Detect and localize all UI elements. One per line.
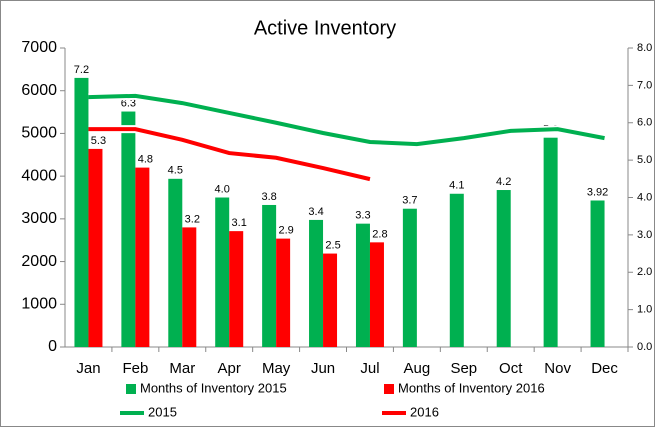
- bar: [135, 167, 150, 347]
- x-tick-label: Oct: [499, 360, 523, 377]
- y2-tick-label: 6.0: [637, 117, 652, 129]
- bar: [323, 253, 338, 347]
- legend-label: 2016: [410, 404, 439, 419]
- data-label: 3.2: [185, 213, 200, 225]
- bar: [590, 200, 605, 347]
- bar: [121, 111, 136, 347]
- y2-tick-label: 3.0: [637, 229, 652, 241]
- y2-tick-label: 8.0: [637, 42, 652, 54]
- data-label: 7.2: [74, 64, 89, 76]
- y-tick-label: 7000: [21, 39, 57, 56]
- bar: [309, 219, 324, 347]
- x-tick-label: Sep: [450, 360, 477, 377]
- legend-swatch: [384, 384, 394, 394]
- y2-tick-label: 1.0: [637, 304, 652, 316]
- x-tick-label: Dec: [591, 360, 618, 377]
- line: [88, 93, 605, 147]
- y-tick-label: 0: [48, 338, 57, 355]
- y2-tick-label: 7.0: [637, 79, 652, 91]
- y2-tick-label: 5.0: [637, 154, 652, 166]
- legend-label: Months of Inventory 2015: [140, 380, 287, 395]
- data-label: 3.7: [402, 195, 417, 207]
- legend-label: 2015: [148, 404, 177, 419]
- bar: [262, 204, 277, 347]
- bar: [369, 242, 384, 347]
- legend-label: Months of Inventory 2016: [398, 380, 545, 395]
- y-tick-label: 4000: [21, 167, 57, 184]
- bar: [74, 77, 89, 348]
- bar: [229, 231, 244, 347]
- data-label: 2.9: [278, 225, 293, 237]
- data-label: 2.8: [372, 228, 387, 240]
- data-label: 3.1: [232, 217, 247, 229]
- y-tick-label: 6000: [21, 82, 57, 99]
- x-tick-label: Aug: [404, 360, 431, 377]
- x-tick-label: Jan: [76, 360, 100, 377]
- x-tick-label: Apr: [218, 360, 241, 377]
- data-label: 4.2: [496, 176, 511, 188]
- data-label: 6.3: [121, 97, 136, 109]
- x-tick-label: Jul: [360, 360, 379, 377]
- chart-title: Active Inventory: [254, 17, 396, 39]
- data-label: 5.3: [91, 135, 106, 147]
- data-label: 4.8: [138, 154, 153, 166]
- x-tick-label: Jun: [311, 360, 335, 377]
- data-label: 4.0: [215, 183, 230, 195]
- bar: [449, 193, 464, 347]
- x-tick-label: Feb: [122, 360, 148, 377]
- data-label: 4.1: [449, 180, 464, 192]
- data-label: 3.92: [587, 186, 608, 198]
- data-label: 3.4: [308, 206, 323, 218]
- legend-swatch: [126, 384, 136, 394]
- bar: [88, 148, 103, 347]
- data-label: 2.5: [325, 239, 340, 251]
- bar: [355, 223, 370, 347]
- y-tick-label: 5000: [21, 125, 57, 142]
- y-tick-label: 3000: [21, 210, 57, 227]
- bar: [276, 238, 291, 347]
- data-label: 4.5: [168, 165, 183, 177]
- y-tick-label: 2000: [21, 253, 57, 270]
- y-tick-label: 1000: [21, 296, 57, 313]
- x-tick-label: May: [262, 360, 291, 377]
- x-tick-label: Nov: [544, 360, 571, 377]
- bar: [168, 178, 183, 347]
- y2-tick-label: 0.0: [637, 341, 652, 353]
- bar: [215, 197, 230, 347]
- data-label: 3.3: [355, 210, 370, 222]
- bar: [402, 208, 417, 347]
- bar: [496, 190, 511, 347]
- bar: [543, 137, 558, 347]
- bar: [182, 227, 197, 347]
- x-tick-label: Mar: [169, 360, 195, 377]
- y2-tick-label: 4.0: [637, 191, 652, 203]
- data-label: 3.8: [261, 191, 276, 203]
- line: [88, 127, 371, 182]
- y2-tick-label: 2.0: [637, 266, 652, 278]
